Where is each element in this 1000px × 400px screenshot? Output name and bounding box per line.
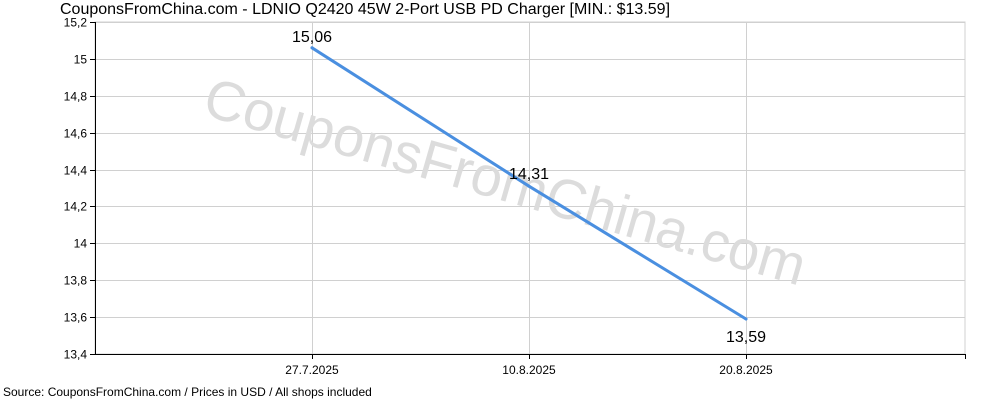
y-tick-label: 14,4: [64, 164, 88, 178]
watermark: CouponsFromChina.com: [198, 65, 814, 297]
data-label: 13,59: [726, 329, 766, 346]
y-tick-label: 13,8: [64, 274, 88, 288]
y-tick-label: 13,6: [64, 311, 88, 325]
data-label: 15,06: [292, 29, 332, 46]
y-tick-label: 14,8: [64, 90, 88, 104]
y-tick-label: 14: [74, 237, 88, 251]
x-tick-label: 27.7.2025: [285, 363, 339, 377]
chart-footer: Source: CouponsFromChina.com / Prices in…: [3, 385, 372, 399]
data-label: 14,31: [509, 166, 549, 183]
x-tick-label: 10.8.2025: [502, 363, 556, 377]
y-tick-label: 15: [74, 53, 88, 67]
chart-title: CouponsFromChina.com - LDNIO Q2420 45W 2…: [60, 1, 671, 18]
y-tick-label: 14,6: [64, 127, 88, 141]
label-layer: 15,06 14,31 13,59: [292, 29, 766, 346]
data-point: [310, 46, 314, 50]
data-point: [744, 317, 748, 321]
series-layer: [310, 46, 748, 321]
data-point: [527, 184, 531, 188]
x-tick-label: 20.8.2025: [719, 363, 773, 377]
y-tick-label: 13,4: [64, 348, 88, 362]
axis-layer: 13,4 13,6 13,8 14 14,2 14,4 14,6 14,8 15 15,2 27.7…: [64, 16, 966, 377]
y-tick-label: 14,2: [64, 200, 88, 214]
y-tick-label: 15,2: [64, 16, 88, 30]
